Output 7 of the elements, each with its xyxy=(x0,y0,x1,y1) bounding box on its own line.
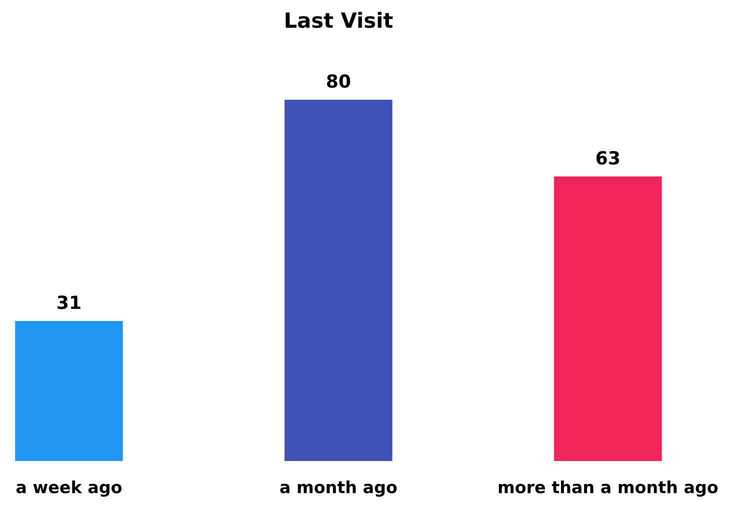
data-label: 80 xyxy=(326,74,350,88)
x-tick-label: more than a month ago xyxy=(498,480,718,497)
chart-title: Last Visit xyxy=(286,12,393,28)
data-label: 31 xyxy=(58,296,80,310)
x-tick-label: a week ago xyxy=(16,480,122,497)
data-label: 63 xyxy=(596,151,620,165)
x-tick-label: a month ago xyxy=(280,480,397,497)
